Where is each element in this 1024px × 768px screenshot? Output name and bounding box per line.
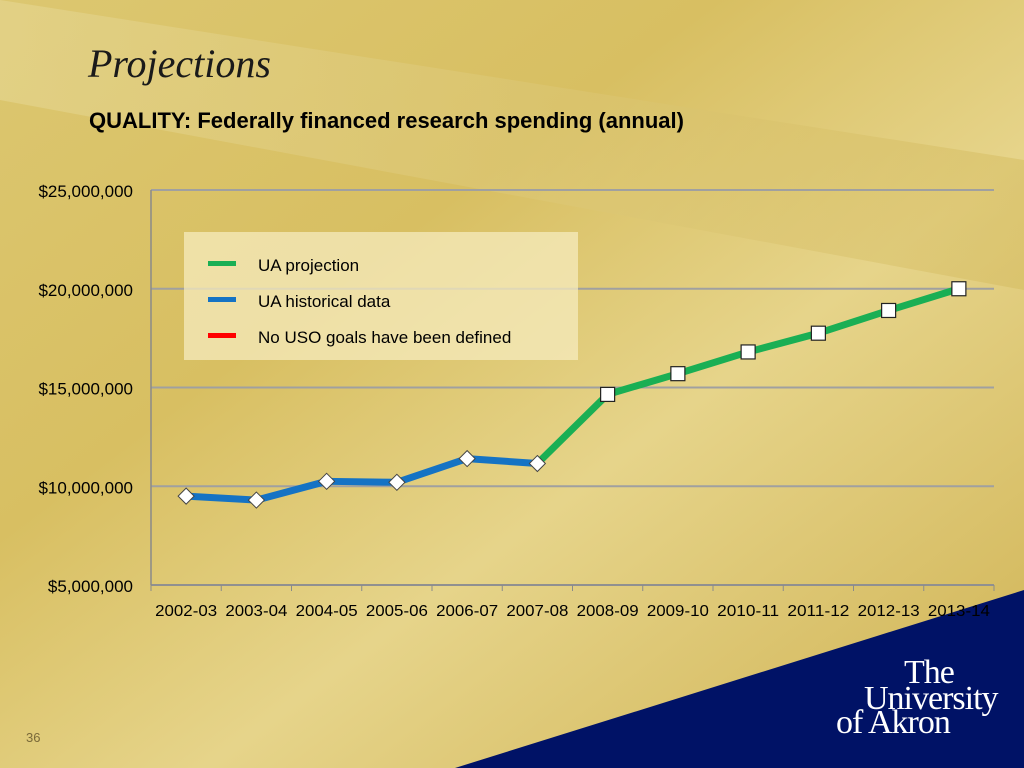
x-tick-label: 2012-13 [858,603,920,620]
y-tick-label: $5,000,000 [48,577,133,596]
legend-item-historical: UA historical data [184,284,578,320]
projection-point [951,281,967,297]
projection-point [600,386,616,403]
slide-title: Projections [88,41,271,86]
legend-swatch-historical [208,296,236,302]
x-tick-label: 2010-11 [717,603,779,620]
navy-corner-shape [455,590,1024,768]
historical-point [388,473,406,492]
x-tick-label: 2002-03 [155,603,217,620]
legend-label-uso: No USO goals have been defined [258,328,512,347]
x-tick-label: 2008-09 [577,603,639,620]
projection-point [881,302,897,319]
legend-swatch-projection [208,260,236,266]
legend-item-uso: No USO goals have been defined [184,320,578,356]
x-tick-label: 2007-08 [506,603,568,620]
projection-point [810,325,826,341]
y-tick-label: $10,000,000 [38,478,133,497]
projection-point [670,366,686,382]
historical-point [247,491,266,509]
legend-label-projection: UA projection [258,256,360,275]
logo-line-the: The [904,654,955,691]
legend-swatch-uso [208,332,236,338]
x-tick-label: 2006-07 [436,603,498,620]
x-tick-label: 2003-04 [225,603,287,620]
legend-label-historical: UA historical data [258,292,391,311]
logo-line-university: University [864,680,999,717]
historical-point [177,487,195,505]
x-tick-label: 2011-12 [787,603,849,620]
x-tick-label: 2009-10 [647,603,709,620]
projection-point [740,344,756,360]
logo-line-of-akron: of Akron [836,704,951,741]
page-number: 36 [26,730,41,745]
chart-legend: UA projection UA historical data No USO … [184,232,578,360]
historical-line [185,455,538,504]
y-tick-label: $25,000,000 [38,182,133,201]
legend-item-projection: UA projection [184,248,578,284]
historical-point [528,454,547,473]
x-tick-label: 2004-05 [296,603,358,620]
x-tick-label: 2005-06 [366,603,428,620]
historical-point [458,449,476,468]
y-tick-label: $15,000,000 [38,380,133,399]
y-tick-label: $20,000,000 [38,281,133,300]
chart-subtitle: QUALITY: Federally financed research spe… [89,108,684,133]
university-logo: The University of Akron [836,654,1006,744]
x-tick-label: 2013-14 [928,603,990,620]
historical-point [317,472,336,491]
